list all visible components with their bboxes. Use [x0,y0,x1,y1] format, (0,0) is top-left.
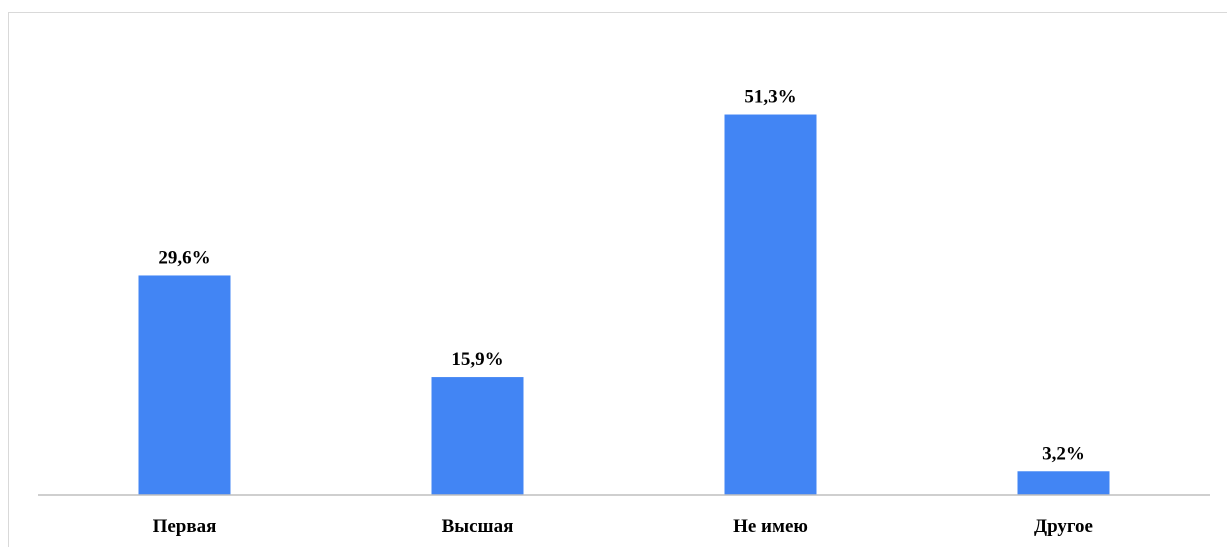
bar-3 [724,114,817,496]
bar-value-label-1: 29,6% [158,247,210,268]
bar-value-label-3: 51,3% [744,87,796,108]
category-label-2: Высшая [442,516,514,537]
bar-value-label-4: 3,2% [1042,443,1085,464]
bar-value-label-2: 15,9% [451,349,503,370]
bar-labels-group: 29,6% 15,9% 51,3% 3,2% [158,87,1085,465]
category-label-3: Не имею [733,516,808,537]
chart-frame [8,12,1227,547]
bar-1 [138,275,231,495]
bars-group [138,114,1110,496]
bar-4 [1017,471,1110,495]
category-label-1: Первая [153,516,217,537]
bar-2 [431,377,524,495]
category-labels-group: Первая Высшая Не имею Другое [153,516,1093,537]
category-label-4: Другое [1034,516,1093,537]
